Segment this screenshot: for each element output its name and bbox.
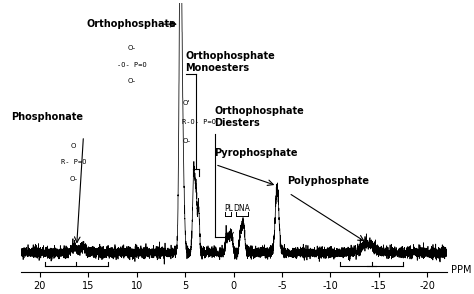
- Text: R-O- P=O: R-O- P=O: [182, 119, 216, 125]
- Text: Orthophosphate
Monoesters: Orthophosphate Monoesters: [185, 51, 275, 73]
- Text: Orthophosphate: Orthophosphate: [87, 19, 177, 29]
- Text: Phosphonate: Phosphonate: [11, 112, 83, 122]
- Text: Orthophosphate
Diesters: Orthophosphate Diesters: [214, 106, 304, 128]
- Text: Pyrophosphate: Pyrophosphate: [214, 148, 298, 158]
- Text: PL: PL: [224, 204, 233, 213]
- Text: O-: O-: [182, 138, 191, 144]
- Text: PPM: PPM: [451, 265, 472, 275]
- Text: DNA: DNA: [233, 204, 250, 213]
- Text: O': O': [182, 100, 190, 106]
- Text: O-: O-: [128, 45, 136, 51]
- Text: R- P=O: R- P=O: [61, 159, 87, 166]
- Text: O-: O-: [128, 78, 136, 84]
- Text: O: O: [71, 143, 76, 149]
- Text: Polyphosphate: Polyphosphate: [287, 176, 369, 186]
- Text: -O- P=O: -O- P=O: [117, 62, 147, 68]
- Text: O-: O-: [70, 176, 78, 182]
